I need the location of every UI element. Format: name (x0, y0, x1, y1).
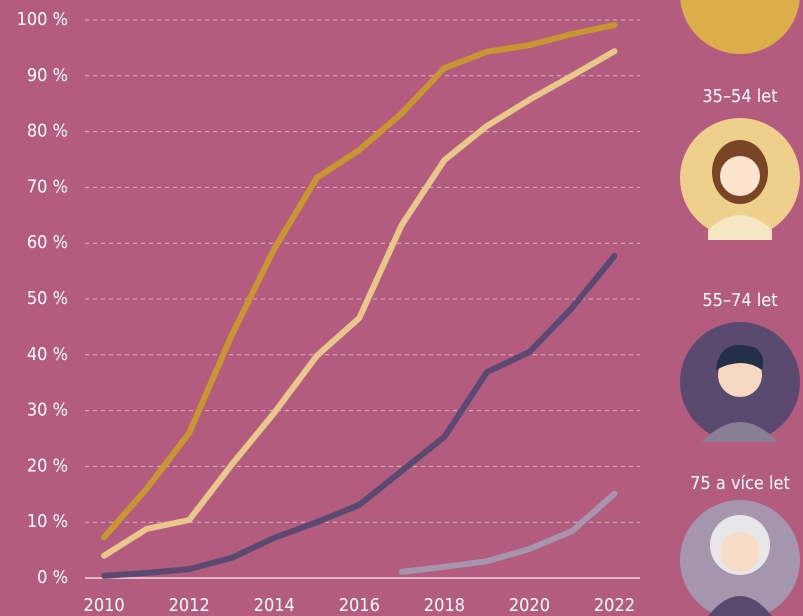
y-tick-label: 30 % (27, 400, 68, 421)
legend-label: 75 a více let (690, 473, 790, 494)
y-tick-label: 70 % (27, 176, 68, 197)
x-tick-label: 2016 (339, 595, 380, 616)
y-tick-label: 80 % (27, 121, 68, 142)
x-tick-label: 2020 (509, 595, 550, 616)
x-tick-label: 2012 (169, 595, 210, 616)
y-tick-label: 90 % (27, 65, 68, 86)
y-tick-label: 50 % (27, 288, 68, 309)
x-tick-label: 2022 (594, 595, 635, 616)
y-tick-label: 60 % (27, 232, 68, 253)
avatar-face (720, 532, 760, 572)
legend-label: 55–74 let (702, 290, 777, 311)
x-tick-label: 2014 (254, 595, 295, 616)
y-tick-label: 40 % (27, 344, 68, 365)
y-tick-label: 0 % (37, 567, 68, 588)
chart: 35–54 let 55–74 let 75 a více let 0 % 10 … (0, 0, 803, 616)
avatar-face (720, 156, 760, 196)
y-tick-label: 20 % (27, 455, 68, 476)
background (0, 0, 803, 616)
x-tick-label: 2018 (424, 595, 465, 616)
x-tick-label: 2010 (84, 595, 125, 616)
y-tick-label: 100 % (17, 9, 68, 30)
legend-label: 35–54 let (702, 86, 777, 107)
y-tick-label: 10 % (27, 511, 68, 532)
